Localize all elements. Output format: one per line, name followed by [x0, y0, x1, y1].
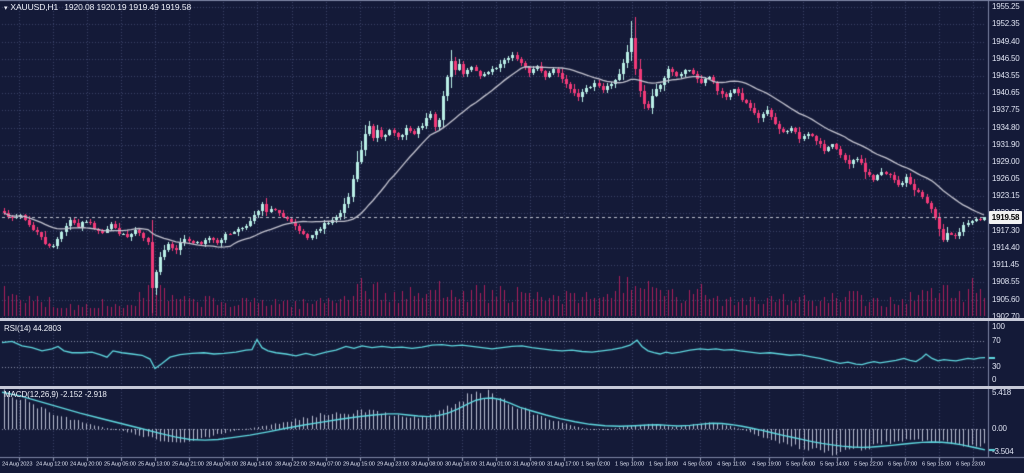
- chart-canvas[interactable]: [0, 0, 1024, 473]
- trading-chart-window: ▾ XAUUSD,H1 1920.08 1920.19 1919.49 1919.5…: [0, 0, 1024, 473]
